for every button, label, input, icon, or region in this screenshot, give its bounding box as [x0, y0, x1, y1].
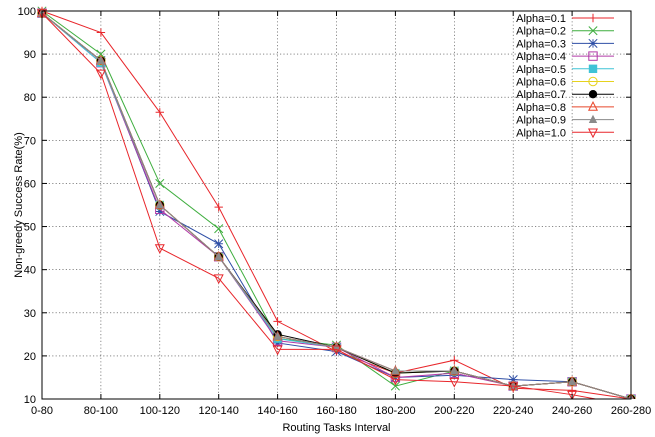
data-point: [155, 206, 165, 217]
data-point: [588, 64, 598, 73]
legend-label: Alpha=0.1: [516, 13, 566, 25]
legend: Alpha=0.1Alpha=0.2Alpha=0.3Alpha=0.4Alph…: [516, 13, 614, 139]
legend-label: Alpha=1.0: [516, 127, 566, 139]
data-point: [214, 251, 223, 261]
y-tick-label: 70: [24, 135, 36, 147]
data-point: [450, 366, 459, 375]
y-tick-label: 30: [24, 308, 36, 320]
legend-label: Alpha=0.4: [516, 51, 566, 63]
data-point: [588, 76, 598, 87]
x-tick-label: 160-180: [316, 405, 356, 417]
x-tick-label: 120-140: [199, 405, 239, 417]
grid: [42, 11, 631, 399]
x-tick-label: 180-200: [375, 405, 415, 417]
data-point: [588, 90, 598, 99]
data-point: [588, 114, 598, 123]
series-layer: [36, 6, 636, 399]
x-tick-label: 140-160: [257, 405, 297, 417]
data-point: [214, 224, 224, 234]
x-tick-label: 200-220: [434, 405, 474, 417]
data-point: [154, 244, 165, 255]
data-point: [36, 9, 48, 20]
y-tick-label: 80: [24, 92, 36, 104]
data-point: [96, 28, 106, 37]
data-point: [214, 202, 223, 212]
y-axis-label: Non-greedy Success Rate(%): [13, 132, 25, 278]
axis-ticks: 10 20 30 40 50 60 70 80 90 100 0-80 80-100 100-120 12…: [18, 6, 652, 417]
legend-label: Alpha=0.6: [516, 77, 566, 89]
data-point: [95, 69, 106, 80]
data-point: [587, 101, 599, 111]
data-point: [588, 38, 598, 48]
x-tick-label: 260-280: [611, 405, 651, 417]
data-point: [450, 356, 459, 365]
data-point: [214, 239, 224, 249]
data-point: [155, 200, 164, 209]
y-tick-label: 50: [24, 222, 36, 234]
data-point: [273, 317, 282, 326]
data-point: [390, 381, 400, 391]
y-tick-label: 90: [24, 49, 36, 61]
x-tick-label: 240-260: [552, 405, 592, 417]
data-point: [96, 55, 106, 64]
data-point: [331, 345, 342, 356]
legend-label: Alpha=0.2: [516, 26, 566, 38]
x-axis-label: Routing Tasks Interval: [282, 422, 390, 434]
data-point: [155, 108, 164, 117]
data-point: [508, 382, 519, 392]
data-point: [390, 375, 401, 386]
data-point: [588, 13, 598, 23]
data-point: [587, 128, 599, 139]
y-tick-label: 40: [24, 265, 36, 277]
series-line: [41, 12, 599, 399]
legend-label: Alpha=0.5: [516, 64, 566, 76]
x-tick-label: 0-80: [31, 405, 53, 417]
y-tick-label: 20: [24, 351, 36, 363]
data-point: [588, 51, 598, 61]
legend-label: Alpha=0.3: [516, 38, 566, 50]
series-alpha-1-0: [36, 9, 599, 399]
x-tick-label: 220-240: [493, 405, 533, 417]
legend-label: Alpha=0.7: [516, 89, 566, 101]
legend-label: Alpha=0.9: [516, 115, 566, 127]
data-point: [567, 376, 577, 386]
y-tick-label: 10: [24, 394, 36, 406]
data-point: [391, 366, 400, 375]
data-point: [155, 178, 165, 188]
data-point: [273, 331, 282, 340]
x-tick-label: 80-100: [84, 405, 118, 417]
data-point: [508, 375, 518, 385]
data-point: [273, 338, 283, 348]
data-point: [567, 390, 578, 399]
y-tick-label: 60: [24, 178, 36, 190]
data-point: [567, 386, 577, 395]
legend-label: Alpha=0.8: [516, 102, 566, 114]
data-point: [588, 26, 598, 36]
data-point: [213, 274, 224, 285]
y-tick-label: 100: [18, 6, 36, 18]
data-point: [272, 345, 283, 356]
x-tick-label: 100-120: [140, 405, 180, 417]
data-point: [449, 377, 460, 388]
